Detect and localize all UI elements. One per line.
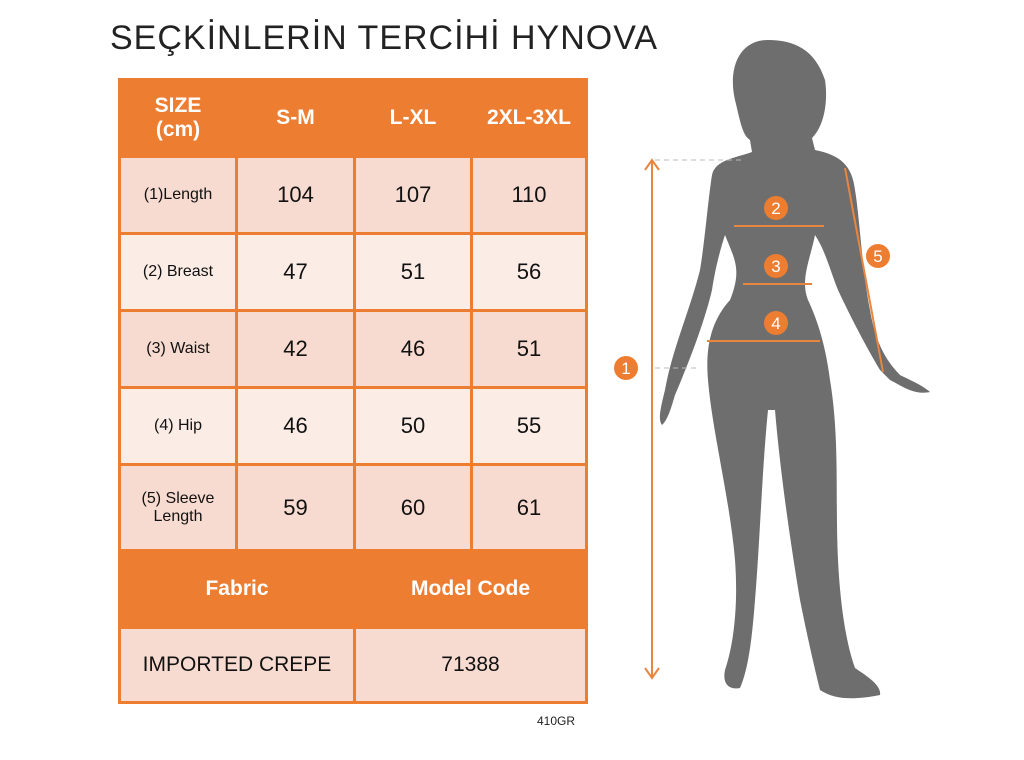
fabric-value-row: IMPORTED CREPE 71388 bbox=[118, 626, 588, 704]
row-label: (1)Length bbox=[118, 155, 238, 235]
measure-lines bbox=[644, 158, 884, 680]
row-label-line: (5) Sleeve bbox=[141, 489, 215, 507]
marker-label: 1 bbox=[621, 359, 630, 378]
cell: 55 bbox=[470, 386, 588, 466]
marker-label: 5 bbox=[873, 247, 882, 266]
cell: 50 bbox=[353, 386, 473, 466]
size-label: SIZE bbox=[154, 94, 202, 117]
marker-label: 3 bbox=[771, 257, 780, 276]
row-label: (4) Hip bbox=[118, 386, 238, 466]
cell: 47 bbox=[235, 232, 356, 312]
sleeve-arrow bbox=[844, 167, 884, 373]
model-code-value: 71388 bbox=[353, 626, 588, 704]
header-row: SIZE (cm) S-M L-XL 2XL-3XL bbox=[118, 78, 588, 158]
marker-3 bbox=[764, 254, 788, 278]
marker-2 bbox=[764, 196, 788, 220]
cell: 56 bbox=[470, 232, 588, 312]
table-row: (4) Hip 46 50 55 bbox=[118, 386, 588, 466]
table-row: (1)Length 104 107 110 bbox=[118, 155, 588, 235]
table-row: (3) Waist 42 46 51 bbox=[118, 309, 588, 389]
row-label: (3) Waist bbox=[118, 309, 238, 389]
cell: 59 bbox=[235, 463, 356, 552]
watermark: SEÇKİNLERİN TERCİHİ HYNOVA bbox=[110, 19, 659, 57]
unit-label: (cm) bbox=[155, 118, 201, 141]
arrowhead bbox=[644, 158, 660, 171]
product-code: 410GR bbox=[537, 714, 576, 728]
cell: 51 bbox=[353, 232, 473, 312]
cell: 46 bbox=[353, 309, 473, 389]
row-label: (5) Sleeve Length bbox=[118, 463, 238, 552]
cell: 60 bbox=[353, 463, 473, 552]
row-label: (2) Breast bbox=[118, 232, 238, 312]
row-label-line: Length bbox=[153, 507, 203, 525]
guide-lines bbox=[655, 159, 745, 369]
model-code-header: Model Code bbox=[353, 549, 588, 629]
silhouette bbox=[659, 40, 930, 699]
cell: 51 bbox=[470, 309, 588, 389]
cell: 104 bbox=[235, 155, 356, 235]
markers: 1 2 3 4 5 bbox=[614, 196, 890, 380]
cell: 61 bbox=[470, 463, 588, 552]
marker-label: 4 bbox=[771, 314, 780, 333]
size-header: SIZE (cm) bbox=[118, 78, 238, 158]
cell: 107 bbox=[353, 155, 473, 235]
marker-4 bbox=[764, 311, 788, 335]
column-header: L-XL bbox=[353, 78, 473, 158]
arrowhead bbox=[644, 667, 660, 680]
fabric-header: Fabric bbox=[118, 549, 356, 629]
marker-label: 2 bbox=[771, 199, 780, 218]
fabric-header-row: Fabric Model Code bbox=[118, 549, 588, 629]
cell: 46 bbox=[235, 386, 356, 466]
fabric-value: IMPORTED CREPE bbox=[118, 626, 356, 704]
marker-1 bbox=[614, 356, 638, 380]
column-header: 2XL-3XL bbox=[470, 78, 588, 158]
marker-5 bbox=[866, 244, 890, 268]
cell: 42 bbox=[235, 309, 356, 389]
table-row: (2) Breast 47 51 56 bbox=[118, 232, 588, 312]
size-table: SIZE (cm) S-M L-XL 2XL-3XL (1)Length 104 … bbox=[118, 78, 588, 704]
column-header: S-M bbox=[235, 78, 356, 158]
cell: 110 bbox=[470, 155, 588, 235]
table-row: (5) Sleeve Length 59 60 61 bbox=[118, 463, 588, 552]
